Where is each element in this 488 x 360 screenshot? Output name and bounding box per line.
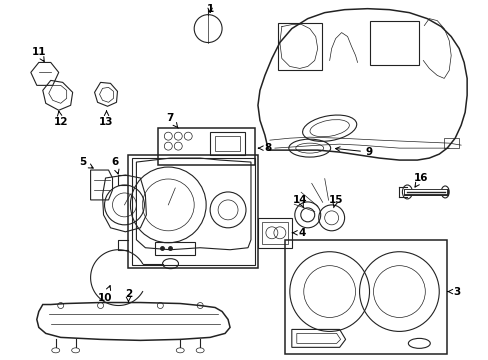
Text: 3: 3 <box>447 287 460 297</box>
Text: 16: 16 <box>413 173 427 187</box>
Text: 6: 6 <box>111 157 119 174</box>
Text: 1: 1 <box>206 4 213 14</box>
Text: 14: 14 <box>292 195 306 208</box>
Text: 5: 5 <box>79 157 93 168</box>
Text: 7: 7 <box>166 113 178 128</box>
Text: 2: 2 <box>124 289 132 302</box>
Text: 12: 12 <box>53 111 68 127</box>
Text: 9: 9 <box>335 147 372 157</box>
Text: 8: 8 <box>258 143 271 153</box>
Text: 4: 4 <box>292 228 305 238</box>
Text: 11: 11 <box>32 48 46 62</box>
Text: 10: 10 <box>98 285 113 302</box>
Text: 13: 13 <box>99 111 114 127</box>
Text: 15: 15 <box>328 195 342 208</box>
